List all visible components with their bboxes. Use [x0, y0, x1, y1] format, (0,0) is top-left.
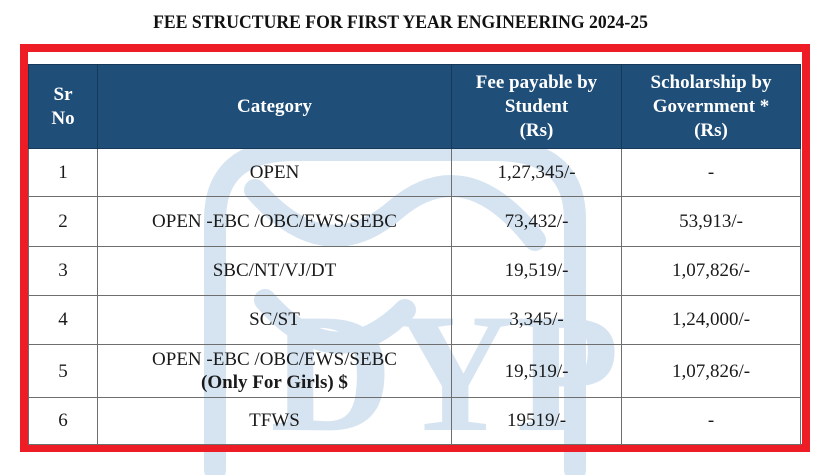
cell-scholarship: 53,913/-: [621, 196, 801, 247]
cell-fee: 73,432/-: [451, 196, 622, 247]
cell-category: TFWS: [97, 397, 452, 445]
highlight-frame: [20, 44, 810, 452]
cell-sr: 1: [28, 148, 98, 197]
table-row: 3 SBC/NT/VJ/DT 19,519/- 1,07,826/-: [28, 246, 801, 296]
cell-fee: 19519/-: [451, 397, 622, 445]
cell-fee: 19,519/-: [451, 344, 622, 398]
cell-category: OPEN: [97, 148, 452, 197]
cell-category: OPEN -EBC /OBC/EWS/SEBC: [97, 196, 452, 247]
header-category: Category: [97, 64, 452, 149]
cell-scholarship: -: [621, 148, 801, 197]
header-fee-payable: Fee payable by Student (Rs): [451, 64, 622, 149]
cell-category: SC/ST: [97, 295, 452, 345]
cell-sr: 2: [28, 196, 98, 247]
table-header-row: Sr No Category Fee payable by Student (R…: [28, 64, 801, 149]
page-title: FEE STRUCTURE FOR FIRST YEAR ENGINEERING…: [153, 12, 648, 33]
category-text: OPEN -EBC /OBC/EWS/SEBC: [152, 349, 397, 370]
cell-sr: 5: [28, 344, 98, 398]
cell-fee: 1,27,345/-: [451, 148, 622, 197]
cell-scholarship: 1,07,826/-: [621, 246, 801, 296]
table-row: 4 SC/ST 3,345/- 1,24,000/-: [28, 295, 801, 345]
table-row: 1 OPEN 1,27,345/- -: [28, 148, 801, 197]
table-row: 2 OPEN -EBC /OBC/EWS/SEBC 73,432/- 53,91…: [28, 196, 801, 247]
cell-sr: 3: [28, 246, 98, 296]
fee-structure-table: Sr No Category Fee payable by Student (R…: [28, 64, 801, 445]
category-note: (Only For Girls) $: [201, 372, 348, 393]
header-scholarship: Scholarship by Government * (Rs): [621, 64, 801, 149]
cell-scholarship: 1,07,826/-: [621, 344, 801, 398]
cell-scholarship: 1,24,000/-: [621, 295, 801, 345]
cell-fee: 3,345/-: [451, 295, 622, 345]
cell-category: SBC/NT/VJ/DT: [97, 246, 452, 296]
table-row: 6 TFWS 19519/- -: [28, 397, 801, 445]
cell-fee: 19,519/-: [451, 246, 622, 296]
cell-scholarship: -: [621, 397, 801, 445]
table-row: 5 OPEN -EBC /OBC/EWS/SEBC (Only For Girl…: [28, 344, 801, 398]
header-sr-no: Sr No: [28, 64, 98, 149]
cell-sr: 6: [28, 397, 98, 445]
cell-category: OPEN -EBC /OBC/EWS/SEBC (Only For Girls)…: [97, 344, 452, 398]
cell-sr: 4: [28, 295, 98, 345]
